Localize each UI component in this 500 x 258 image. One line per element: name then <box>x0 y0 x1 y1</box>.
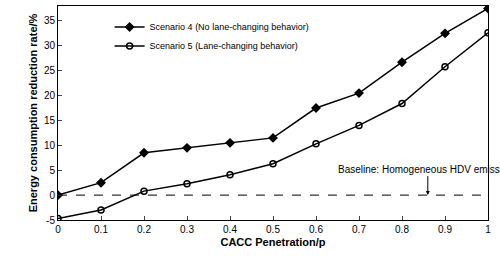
svg-text:0.4: 0.4 <box>223 224 237 235</box>
svg-text:0.8: 0.8 <box>395 224 409 235</box>
svg-text:30: 30 <box>44 40 56 51</box>
svg-text:10: 10 <box>44 140 56 151</box>
svg-text:35: 35 <box>44 15 56 26</box>
svg-text:Scenario 4 (No lane-changing b: Scenario 4 (No lane-changing behavior) <box>150 22 309 32</box>
svg-text:0.9: 0.9 <box>438 224 452 235</box>
svg-text:0.6: 0.6 <box>309 224 323 235</box>
svg-text:0.2: 0.2 <box>137 224 151 235</box>
svg-text:Energy consumption reduction r: Energy consumption reduction rate/% <box>27 13 39 212</box>
svg-text:1: 1 <box>485 224 491 235</box>
svg-text:CACC Penetration/p: CACC Penetration/p <box>220 236 325 248</box>
svg-text:Baseline: Homogeneous HDV emis: Baseline: Homogeneous HDV emissions <box>338 164 500 175</box>
svg-text:0.7: 0.7 <box>352 224 366 235</box>
svg-text:5: 5 <box>49 165 55 176</box>
svg-text:Scenario 5 (Lane-changing beha: Scenario 5 (Lane-changing behavior) <box>150 41 298 51</box>
svg-text:-5: -5 <box>46 215 55 226</box>
svg-text:25: 25 <box>44 65 56 76</box>
svg-text:20: 20 <box>44 90 56 101</box>
svg-text:0: 0 <box>55 224 61 235</box>
svg-text:15: 15 <box>44 115 56 126</box>
svg-text:0.1: 0.1 <box>94 224 108 235</box>
svg-text:0.3: 0.3 <box>180 224 194 235</box>
svg-text:0.5: 0.5 <box>266 224 280 235</box>
svg-text:0: 0 <box>49 190 55 201</box>
